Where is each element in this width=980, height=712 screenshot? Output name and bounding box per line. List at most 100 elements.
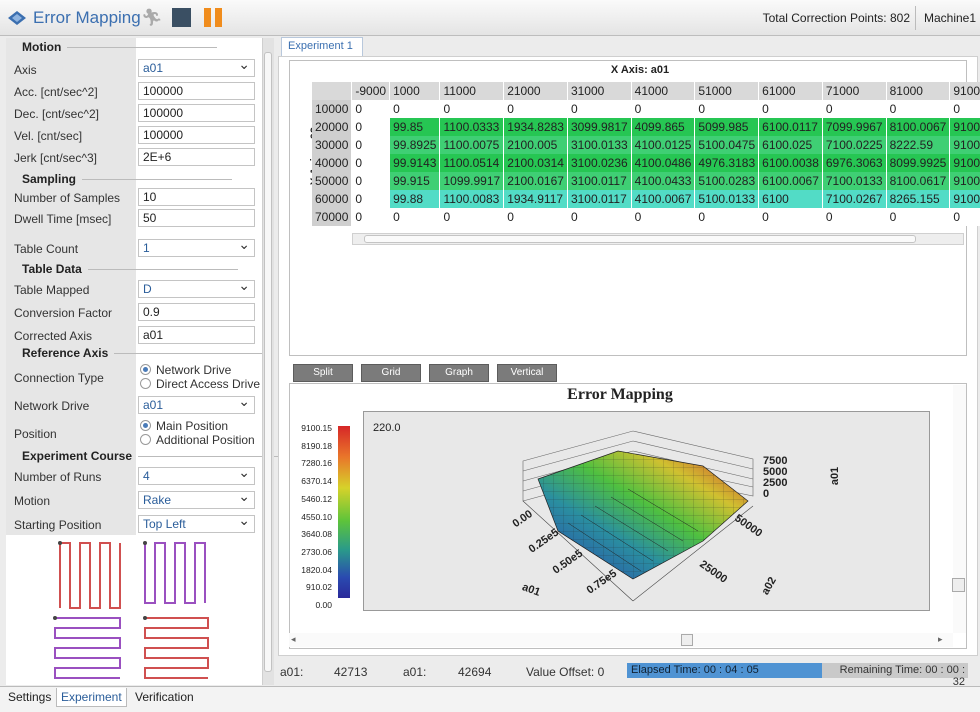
- table-cell[interactable]: 9100.115: [949, 190, 980, 208]
- row-header[interactable]: 70000: [312, 208, 353, 226]
- radio-direct-access-drive[interactable]: Direct Access Drive: [140, 377, 260, 391]
- table-cell[interactable]: 3100.0133: [567, 136, 632, 154]
- table-cell[interactable]: 1100.0083: [439, 190, 505, 208]
- table-cell[interactable]: 4976.3183: [694, 154, 760, 172]
- table-cell[interactable]: 0: [439, 208, 505, 226]
- table-cell[interactable]: 5100.0283: [694, 172, 760, 190]
- table-cell[interactable]: 6100.0038: [758, 154, 823, 172]
- radio-main-position[interactable]: Main Position: [140, 419, 228, 433]
- table-cell[interactable]: 3099.9817: [567, 118, 632, 136]
- network-drive-select[interactable]: a01: [138, 393, 255, 414]
- column-header[interactable]: 71000: [822, 82, 887, 100]
- runs-select[interactable]: 4: [138, 464, 255, 485]
- table-cell[interactable]: 99.88: [389, 190, 441, 208]
- table-cell[interactable]: 4100.0125: [631, 136, 696, 154]
- table-cell[interactable]: 0: [439, 100, 505, 118]
- table-cell[interactable]: 0: [886, 208, 951, 226]
- surface-3d-plot[interactable]: [363, 411, 930, 611]
- table-cell[interactable]: 9100.12: [949, 154, 980, 172]
- table-cell[interactable]: 3100.0117: [567, 172, 632, 190]
- samples-input[interactable]: 10: [138, 188, 255, 206]
- column-header[interactable]: 81000: [886, 82, 951, 100]
- table-cell[interactable]: 0: [949, 208, 980, 226]
- table-cell[interactable]: 6100.0117: [758, 118, 823, 136]
- table-cell[interactable]: 0: [351, 100, 391, 118]
- row-header[interactable]: 20000: [312, 118, 353, 136]
- table-cell[interactable]: 0: [567, 100, 632, 118]
- table-cell[interactable]: 1934.9117: [503, 190, 568, 208]
- pause-button[interactable]: [204, 8, 223, 27]
- table-cell[interactable]: 9100.1183: [949, 136, 980, 154]
- column-header[interactable]: -9000: [351, 82, 391, 100]
- tab-experiment[interactable]: Experiment: [56, 688, 127, 707]
- table-cell[interactable]: 6100: [758, 190, 823, 208]
- table-cell[interactable]: 0: [351, 172, 391, 190]
- graph-horizontal-thumb[interactable]: [681, 634, 693, 646]
- column-header[interactable]: 21000: [503, 82, 568, 100]
- table-cell[interactable]: 3100.0117: [567, 190, 632, 208]
- radio-network-drive[interactable]: Network Drive: [140, 363, 231, 377]
- tab-settings[interactable]: Settings: [8, 690, 52, 704]
- table-cell[interactable]: 5099.985: [694, 118, 760, 136]
- table-cell[interactable]: 0: [949, 100, 980, 118]
- column-header[interactable]: 1000: [389, 82, 441, 100]
- table-cell[interactable]: 0: [631, 100, 696, 118]
- table-cell[interactable]: 1934.8283: [503, 118, 568, 136]
- table-cell[interactable]: 0: [351, 208, 391, 226]
- table-cell[interactable]: 1100.0333: [439, 118, 505, 136]
- table-scrollbar-thumb[interactable]: [364, 235, 916, 243]
- table-cell[interactable]: 99.85: [389, 118, 441, 136]
- table-cell[interactable]: 7100.0133: [822, 172, 887, 190]
- table-cell[interactable]: 4100.0433: [631, 172, 696, 190]
- table-cell[interactable]: 1099.9917: [439, 172, 505, 190]
- table-cell[interactable]: 0: [758, 208, 823, 226]
- left-scrollbar-thumb[interactable]: [264, 52, 272, 672]
- table-cell[interactable]: 2100.005: [503, 136, 568, 154]
- graph-button[interactable]: Graph: [429, 364, 489, 382]
- graph-vertical-scrollbar[interactable]: [953, 385, 966, 633]
- table-cell[interactable]: 0: [389, 100, 441, 118]
- column-header[interactable]: 41000: [631, 82, 696, 100]
- radio-additional-position[interactable]: Additional Position: [140, 433, 255, 447]
- table-cell[interactable]: 8100.0617: [886, 172, 951, 190]
- table-cell[interactable]: 6976.3063: [822, 154, 887, 172]
- column-header[interactable]: 51000: [694, 82, 760, 100]
- table-cell[interactable]: 8100.0067: [886, 118, 951, 136]
- table-cell[interactable]: 8222.59: [886, 136, 951, 154]
- table-cell[interactable]: 0: [503, 100, 568, 118]
- table-cell[interactable]: 99.915: [389, 172, 441, 190]
- table-cell[interactable]: 1100.0514: [439, 154, 505, 172]
- graph-horizontal-scrollbar[interactable]: [289, 633, 953, 647]
- table-cell[interactable]: 0: [631, 208, 696, 226]
- table-cell[interactable]: 9100.086: [949, 172, 980, 190]
- table-cell[interactable]: 0: [351, 154, 391, 172]
- table-count-select[interactable]: 1: [138, 236, 255, 257]
- table-cell[interactable]: 0: [351, 118, 391, 136]
- table-cell[interactable]: 0: [822, 208, 887, 226]
- row-header[interactable]: 50000: [312, 172, 353, 190]
- table-cell[interactable]: 6100.025: [758, 136, 823, 154]
- acc-input[interactable]: 100000: [138, 82, 255, 100]
- table-cell[interactable]: 99.9143: [389, 154, 441, 172]
- table-cell[interactable]: 2100.0167: [503, 172, 568, 190]
- table-cell[interactable]: 1100.0075: [439, 136, 505, 154]
- table-cell[interactable]: 3100.0236: [567, 154, 632, 172]
- corrected-axis-input[interactable]: a01: [138, 326, 255, 344]
- table-cell[interactable]: 7099.9967: [822, 118, 887, 136]
- scroll-right-icon[interactable]: ▸: [938, 634, 943, 644]
- table-cell[interactable]: 4100.0067: [631, 190, 696, 208]
- row-header[interactable]: 30000: [312, 136, 353, 154]
- column-header[interactable]: 31000: [567, 82, 632, 100]
- starting-position-select[interactable]: Top Left: [138, 512, 255, 533]
- table-cell[interactable]: 6100.0067: [758, 172, 823, 190]
- vel-input[interactable]: 100000: [138, 126, 255, 144]
- table-cell[interactable]: 0: [694, 100, 760, 118]
- table-mapped-select[interactable]: D: [138, 277, 255, 298]
- conversion-factor-input[interactable]: 0.9: [138, 303, 255, 321]
- column-header[interactable]: 91000: [949, 82, 980, 100]
- graph-vertical-thumb[interactable]: [952, 578, 965, 592]
- table-cell[interactable]: 0: [822, 100, 887, 118]
- column-header[interactable]: 61000: [758, 82, 823, 100]
- table-cell[interactable]: 5100.0475: [694, 136, 760, 154]
- column-header[interactable]: 11000: [439, 82, 505, 100]
